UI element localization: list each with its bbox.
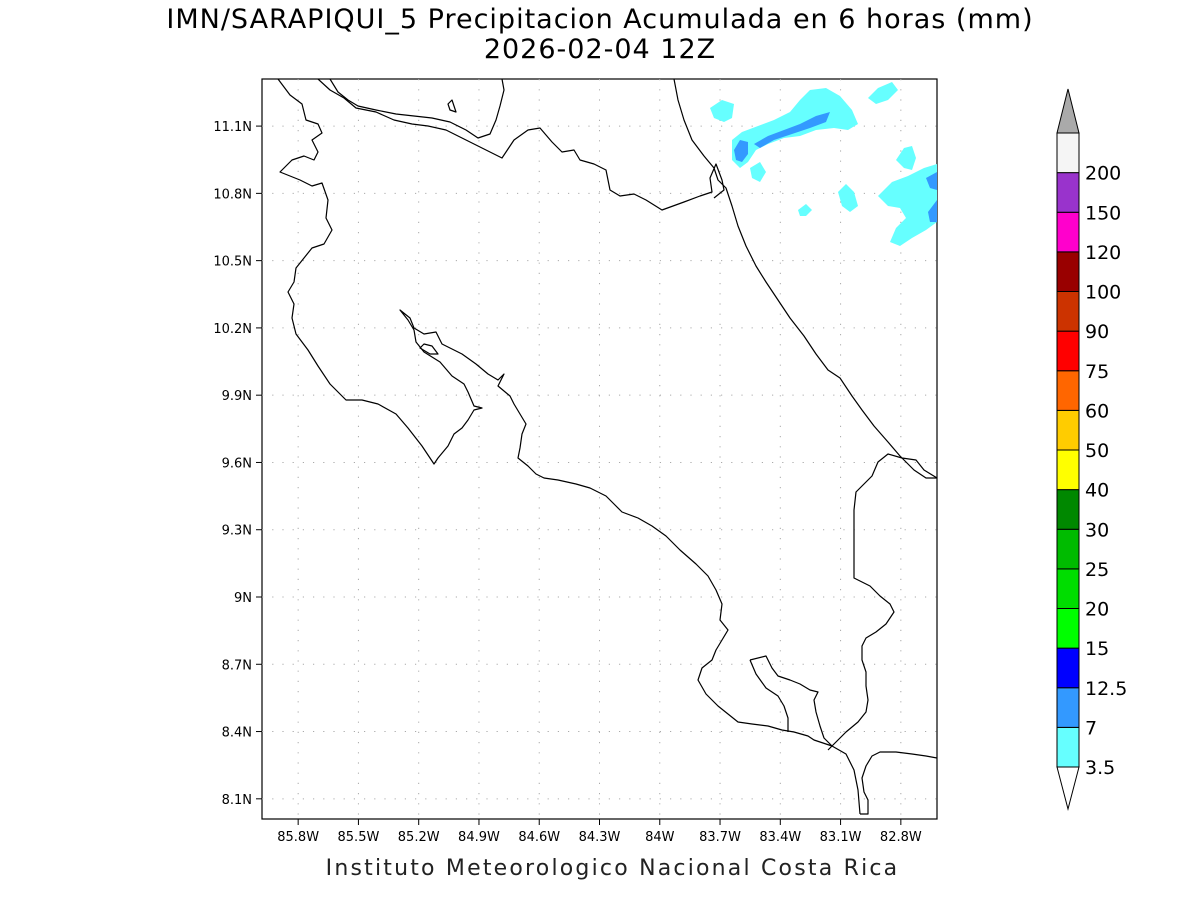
lon-tick-label: 83.7W (699, 830, 741, 845)
lat-tick-label: 8.4N (222, 726, 252, 741)
lon-tick-label: 85.8W (277, 830, 319, 845)
caribbean-coast (673, 79, 937, 479)
coastlines (277, 79, 937, 815)
lon-tick-label: 83.1W (820, 830, 862, 845)
colorbar-swatch (1056, 528, 1080, 570)
lat-tick-label: 11.1N (213, 120, 252, 135)
longitude-ticks: 85.8W 85.5W 85.2W 84.9W 84.6W 84.3W 84W 83.7W 83… (277, 819, 922, 845)
colorbar-swatch (1056, 409, 1080, 451)
colorbar-label: 40 (1085, 480, 1109, 502)
precip-area-medium (926, 172, 937, 190)
colorbar-swatch (1056, 726, 1080, 768)
colorbar-label: 50 (1085, 440, 1109, 462)
precip-area-medium (734, 140, 748, 162)
lake-nicaragua-north (329, 79, 505, 139)
colorbar-under-triangle (1056, 766, 1080, 811)
map-title: IMN/SARAPIQUI_5 Precipitacion Acumulada … (166, 4, 1034, 35)
colorbar-label: 90 (1085, 321, 1109, 343)
lat-tick-label: 10.5N (213, 255, 252, 270)
precip-area-light (710, 100, 734, 122)
lat-tick-label: 9.6N (222, 456, 252, 471)
lon-tick-label: 84.6W (518, 830, 560, 845)
colorbar-label: 100 (1085, 282, 1121, 304)
colorbar-swatch (1056, 291, 1080, 332)
colorbar-label: 25 (1085, 559, 1109, 581)
colorbar-swatch (1056, 211, 1080, 253)
lake-nicaragua-island (447, 99, 457, 113)
lat-tick-label: 8.7N (222, 658, 252, 673)
colorbar-swatch (1056, 132, 1080, 174)
colorbar-label: 15 (1085, 638, 1109, 660)
colorbar-swatch (1056, 568, 1080, 609)
colorbar-label: 20 (1085, 599, 1109, 621)
colorbar-label: 12.5 (1085, 678, 1127, 700)
precip-area-light (868, 82, 898, 104)
lat-tick-label: 9.9N (222, 389, 252, 404)
lon-tick-label: 84.9W (458, 830, 500, 845)
colorbar-label: 120 (1085, 242, 1121, 264)
precip-area-light (838, 184, 858, 212)
lon-tick-label: 82.8W (880, 830, 922, 845)
lon-tick-label: 84W (645, 830, 675, 845)
colorbar-swatch (1056, 608, 1080, 649)
lake-nicaragua-shore (317, 79, 725, 211)
panama-pacific-coast (860, 751, 937, 815)
panama-border (827, 453, 937, 751)
golfo-dulce-inner (749, 659, 789, 732)
colorbar-swatch (1056, 489, 1080, 530)
precip-area-light (798, 204, 812, 216)
colorbar-over-triangle (1056, 88, 1080, 134)
map-date: 2026-02-04 12Z (483, 34, 717, 65)
footer-credit: Instituto Meteorologico Nacional Costa R… (325, 856, 900, 881)
colorbar-swatch (1056, 687, 1080, 728)
colorbar-swatch (1056, 647, 1080, 689)
lat-tick-label: 8.1N (222, 793, 252, 808)
lat-tick-label: 9.3N (222, 524, 252, 539)
lat-tick-label: 9N (234, 591, 252, 606)
lat-tick-label: 10.2N (213, 322, 252, 337)
lon-tick-label: 84.3W (579, 830, 621, 845)
lon-tick-label: 83.4W (759, 830, 801, 845)
precip-area-light (878, 164, 937, 246)
colorbar: 3.5 7 12.5 15 20 25 30 40 50 60 75 90 100 120 150 200 (1056, 88, 1127, 811)
colorbar-swatch (1056, 251, 1080, 292)
colorbar-label: 200 (1085, 163, 1121, 185)
colorbar-swatch (1056, 370, 1080, 411)
colorbar-label: 30 (1085, 519, 1109, 541)
precip-area-medium (754, 112, 830, 148)
lat-tick-label: 10.8N (213, 187, 252, 202)
colorbar-swatch (1056, 449, 1080, 491)
colorbar-swatch (1056, 330, 1080, 372)
precip-area-light (750, 162, 766, 182)
colorbar-label: 150 (1085, 202, 1121, 224)
nicaragua-border-coast (277, 79, 861, 815)
colorbar-label: 3.5 (1085, 757, 1115, 779)
latitude-ticks: 11.1N 10.8N 10.5N 10.2N 9.9N 9.6N 9.3N 9N 8.7N 8.… (213, 120, 262, 808)
lon-tick-label: 85.5W (338, 830, 380, 845)
colorbar-label: 7 (1085, 717, 1097, 739)
nicoya-lake-outline (419, 343, 439, 355)
colorbar-swatch (1056, 172, 1080, 213)
colorbar-label: 60 (1085, 400, 1109, 422)
osa-peninsula (749, 655, 833, 747)
precip-area-light (896, 146, 916, 170)
map-frame (261, 78, 938, 820)
colorbar-label: 75 (1085, 361, 1109, 383)
precip-shading (710, 82, 937, 246)
lon-tick-label: 85.2W (398, 830, 440, 845)
precip-area-medium (928, 200, 937, 222)
